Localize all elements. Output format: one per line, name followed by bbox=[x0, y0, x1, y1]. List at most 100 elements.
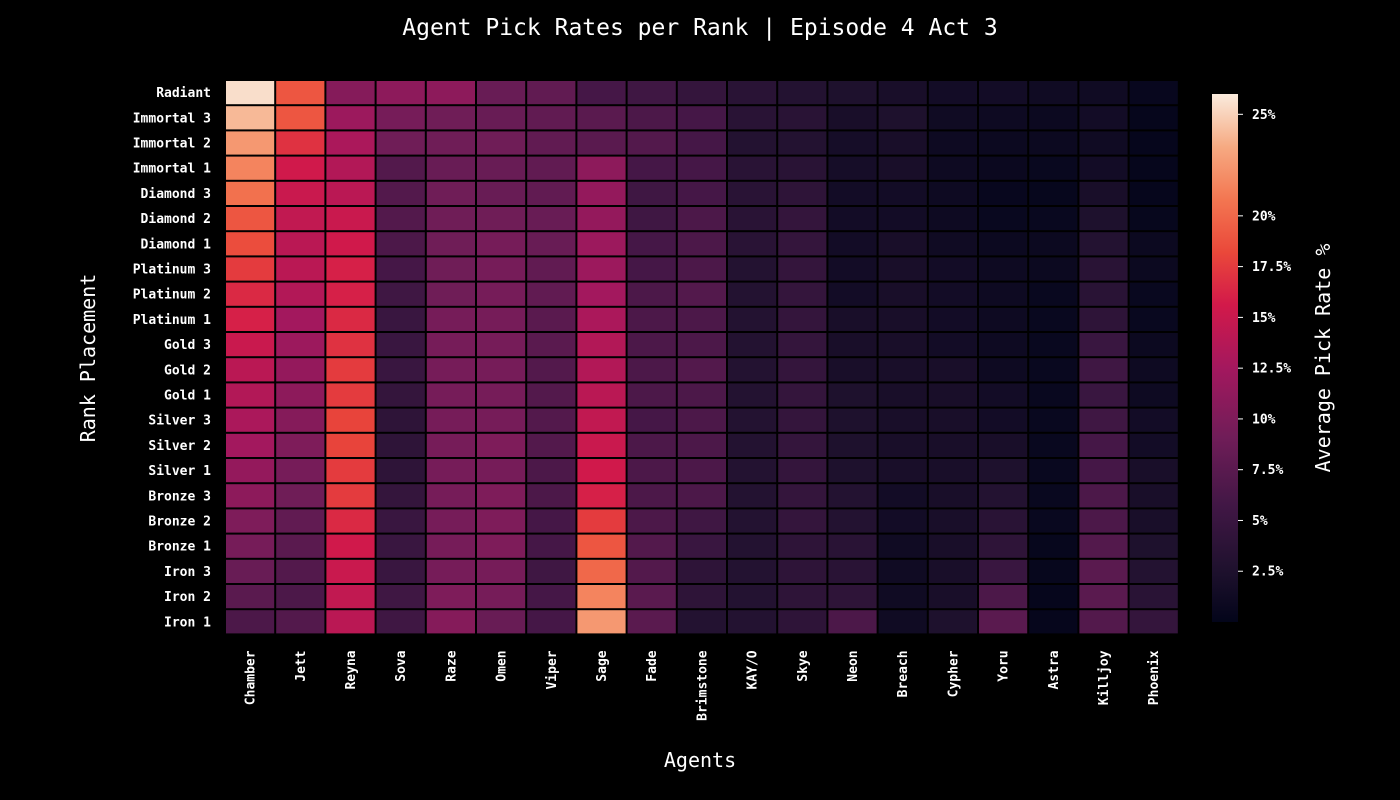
heatmap-cell-iron-2-neon bbox=[828, 585, 877, 609]
heatmap-cell-platinum-2-skye bbox=[778, 282, 827, 306]
heatmap-cell-bronze-1-reyna bbox=[326, 534, 375, 558]
heatmap-cell-platinum-2-killjoy bbox=[1079, 282, 1128, 306]
heatmap-cell-immortal-1-cypher bbox=[928, 156, 977, 180]
heatmap-cell-diamond-1-breach bbox=[878, 232, 927, 256]
heatmap-cell-iron-1-viper bbox=[527, 610, 576, 634]
heatmap-cell-bronze-1-skye bbox=[778, 534, 827, 558]
heatmap-cell-bronze-3-cypher bbox=[928, 484, 977, 508]
heatmap-cell-diamond-1-neon bbox=[828, 232, 877, 256]
heatmap-cell-diamond-1-sova bbox=[376, 232, 425, 256]
agent-label-sova: Sova bbox=[394, 650, 409, 681]
heatmap-cell-platinum-2-sage bbox=[577, 282, 626, 306]
heatmap-cell-immortal-3-yoru bbox=[979, 106, 1028, 130]
heatmap-cell-gold-2-sage bbox=[577, 358, 626, 382]
rank-label-gold-3: Gold 3 bbox=[164, 338, 211, 353]
heatmap-cell-iron-1-breach bbox=[878, 610, 927, 634]
heatmap-cell-iron-3-sage bbox=[577, 559, 626, 583]
heatmap-cell-immortal-2-kay-o bbox=[728, 131, 777, 155]
heatmap-cell-immortal-2-chamber bbox=[226, 131, 275, 155]
heatmap-cell-gold-1-viper bbox=[527, 383, 576, 407]
heatmap-cell-gold-3-raze bbox=[426, 333, 475, 357]
agent-label-sage: Sage bbox=[595, 650, 610, 681]
heatmap-cell-platinum-3-yoru bbox=[979, 257, 1028, 281]
heatmap-cell-immortal-2-sova bbox=[376, 131, 425, 155]
heatmap-cell-diamond-1-brimstone bbox=[677, 232, 726, 256]
heatmap-cell-diamond-1-fade bbox=[627, 232, 676, 256]
heatmap-cell-immortal-3-astra bbox=[1029, 106, 1078, 130]
heatmap-cell-immortal-1-phoenix bbox=[1129, 156, 1178, 180]
heatmap-cell-platinum-2-raze bbox=[426, 282, 475, 306]
rank-label-bronze-1: Bronze 1 bbox=[148, 540, 211, 555]
heatmap-cell-radiant-jett bbox=[276, 81, 325, 105]
heatmap-cell-radiant-raze bbox=[426, 81, 475, 105]
heatmap-cell-silver-2-brimstone bbox=[677, 433, 726, 457]
heatmap-cell-gold-3-brimstone bbox=[677, 333, 726, 357]
heatmap-cell-bronze-2-viper bbox=[527, 509, 576, 533]
heatmap-cell-gold-1-sage bbox=[577, 383, 626, 407]
heatmap-cell-diamond-2-viper bbox=[527, 207, 576, 231]
heatmap-cell-bronze-3-skye bbox=[778, 484, 827, 508]
heatmap-cell-bronze-2-yoru bbox=[979, 509, 1028, 533]
heatmap-cell-diamond-3-phoenix bbox=[1129, 181, 1178, 205]
rank-label-silver-1: Silver 1 bbox=[148, 464, 211, 479]
heatmap-cell-immortal-3-cypher bbox=[928, 106, 977, 130]
heatmap-cell-platinum-2-jett bbox=[276, 282, 325, 306]
heatmap-cell-platinum-1-brimstone bbox=[677, 307, 726, 331]
heatmap-cell-platinum-2-viper bbox=[527, 282, 576, 306]
heatmap-cell-iron-2-breach bbox=[878, 585, 927, 609]
heatmap-cell-silver-1-sova bbox=[376, 459, 425, 483]
heatmap-cell-bronze-3-kay-o bbox=[728, 484, 777, 508]
heatmap-cell-immortal-1-fade bbox=[627, 156, 676, 180]
heatmap-cell-immortal-1-killjoy bbox=[1079, 156, 1128, 180]
heatmap-cell-platinum-3-killjoy bbox=[1079, 257, 1128, 281]
heatmap-cell-iron-1-yoru bbox=[979, 610, 1028, 634]
heatmap-cell-radiant-omen bbox=[477, 81, 526, 105]
rank-label-immortal-3: Immortal 3 bbox=[133, 111, 211, 126]
heatmap-cell-silver-3-yoru bbox=[979, 408, 1028, 432]
heatmap-cell-iron-1-cypher bbox=[928, 610, 977, 634]
agent-label-omen: Omen bbox=[495, 650, 510, 681]
heatmap-cell-platinum-1-neon bbox=[828, 307, 877, 331]
heatmap-cell-bronze-2-sage bbox=[577, 509, 626, 533]
heatmap-cell-iron-2-skye bbox=[778, 585, 827, 609]
heatmap-cell-radiant-phoenix bbox=[1129, 81, 1178, 105]
heatmap-cell-platinum-1-kay-o bbox=[728, 307, 777, 331]
heatmap-cell-gold-3-sage bbox=[577, 333, 626, 357]
heatmap-cell-immortal-1-chamber bbox=[226, 156, 275, 180]
heatmap-cell-iron-3-skye bbox=[778, 559, 827, 583]
heatmap-cell-bronze-1-kay-o bbox=[728, 534, 777, 558]
heatmap-cell-immortal-3-breach bbox=[878, 106, 927, 130]
heatmap-cell-iron-2-sage bbox=[577, 585, 626, 609]
heatmap-cell-silver-1-astra bbox=[1029, 459, 1078, 483]
heatmap-cell-diamond-3-skye bbox=[778, 181, 827, 205]
heatmap-cell-iron-2-cypher bbox=[928, 585, 977, 609]
heatmap-cell-iron-1-omen bbox=[477, 610, 526, 634]
heatmap-cell-gold-3-sova bbox=[376, 333, 425, 357]
agent-label-phoenix: Phoenix bbox=[1147, 650, 1162, 705]
heatmap-cell-immortal-2-raze bbox=[426, 131, 475, 155]
heatmap-cell-diamond-2-brimstone bbox=[677, 207, 726, 231]
heatmap-cell-bronze-1-jett bbox=[276, 534, 325, 558]
heatmap-cell-platinum-2-chamber bbox=[226, 282, 275, 306]
heatmap-cell-bronze-2-breach bbox=[878, 509, 927, 533]
heatmap-cell-iron-1-skye bbox=[778, 610, 827, 634]
heatmap-cell-diamond-2-breach bbox=[878, 207, 927, 231]
heatmap-cell-iron-3-chamber bbox=[226, 559, 275, 583]
heatmap-cell-silver-3-astra bbox=[1029, 408, 1078, 432]
heatmap-cell-gold-2-reyna bbox=[326, 358, 375, 382]
heatmap-cell-gold-2-phoenix bbox=[1129, 358, 1178, 382]
heatmap-cell-bronze-3-raze bbox=[426, 484, 475, 508]
heatmap-cell-silver-2-viper bbox=[527, 433, 576, 457]
heatmap-cell-platinum-1-killjoy bbox=[1079, 307, 1128, 331]
heatmap-cell-silver-2-skye bbox=[778, 433, 827, 457]
heatmap-cell-iron-3-breach bbox=[878, 559, 927, 583]
heatmap-cell-immortal-1-brimstone bbox=[677, 156, 726, 180]
heatmap-cell-immortal-3-raze bbox=[426, 106, 475, 130]
heatmap-cell-radiant-astra bbox=[1029, 81, 1078, 105]
heatmap-cell-gold-3-chamber bbox=[226, 333, 275, 357]
heatmap-cell-diamond-1-astra bbox=[1029, 232, 1078, 256]
heatmap-cell-gold-2-breach bbox=[878, 358, 927, 382]
heatmap-cell-diamond-2-cypher bbox=[928, 207, 977, 231]
heatmap-cell-iron-3-jett bbox=[276, 559, 325, 583]
heatmap-cell-silver-1-killjoy bbox=[1079, 459, 1128, 483]
